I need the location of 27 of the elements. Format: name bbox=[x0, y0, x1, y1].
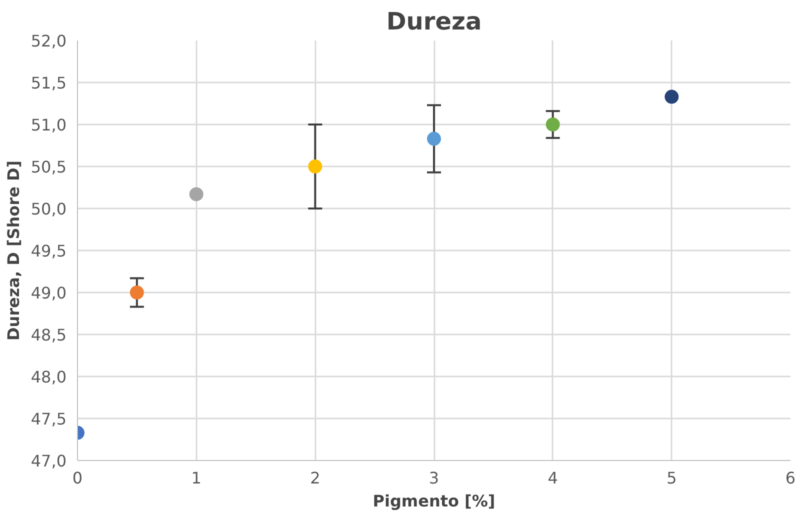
y-tick-label: 47,5 bbox=[30, 410, 66, 428]
point bbox=[189, 187, 204, 202]
x-tick-label: 4 bbox=[548, 468, 558, 488]
point bbox=[308, 160, 322, 174]
y-tick-label: 51,0 bbox=[30, 116, 66, 134]
y-tick-label: 50,0 bbox=[30, 200, 66, 218]
y-tick-label: 49,5 bbox=[30, 242, 66, 260]
y-tick-label: 51,5 bbox=[30, 74, 66, 92]
x-tick-label: 2 bbox=[310, 468, 320, 488]
chart-title: Dureza bbox=[386, 8, 482, 36]
y-tick-label: 48,0 bbox=[30, 368, 66, 386]
y-tick-label: 49,0 bbox=[30, 284, 66, 302]
point bbox=[664, 90, 679, 104]
x-tick-label: 6 bbox=[785, 468, 796, 488]
y-tick-label: 52,0 bbox=[30, 32, 66, 50]
point bbox=[427, 132, 441, 146]
y-tick-label: 47,0 bbox=[30, 452, 66, 470]
x-axis-title: Pigmento [%] bbox=[372, 492, 496, 510]
point bbox=[130, 286, 144, 300]
point bbox=[546, 118, 560, 132]
x-tick-label: 3 bbox=[428, 468, 440, 488]
y-axis-title: Dureza, D [Shore D] bbox=[4, 160, 23, 341]
y-tick-label: 50,5 bbox=[30, 158, 66, 176]
y-tick-label: 48,5 bbox=[30, 326, 66, 344]
x-tick-label: 0 bbox=[72, 468, 83, 488]
x-tick-label: 5 bbox=[666, 468, 677, 488]
x-tick-label: 1 bbox=[191, 468, 202, 488]
